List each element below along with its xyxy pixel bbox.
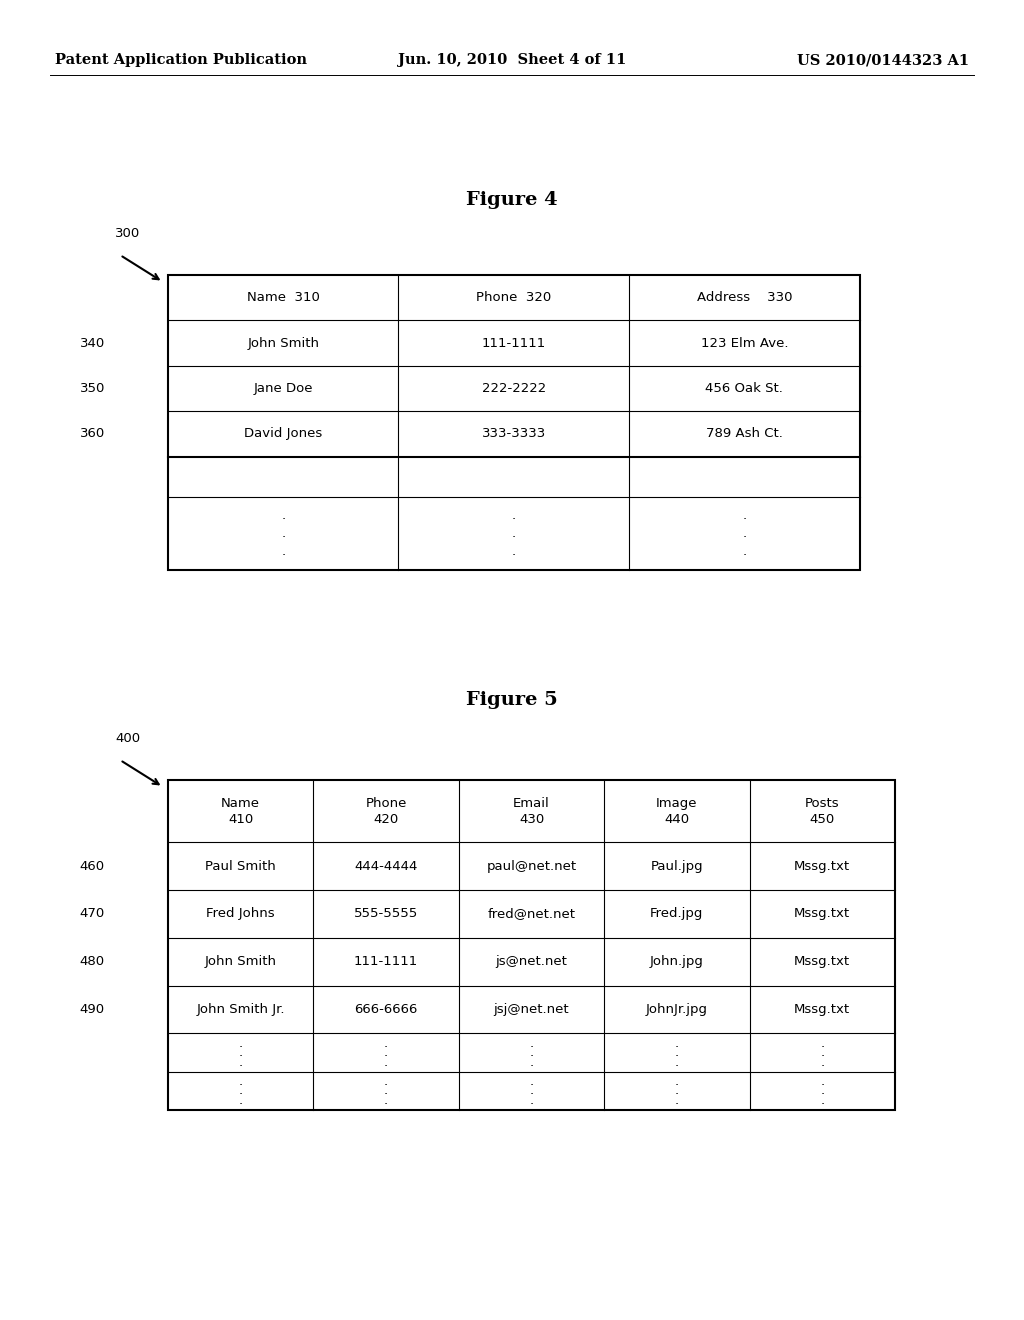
Text: Figure 5: Figure 5 <box>466 690 558 709</box>
Text: .: . <box>820 1074 824 1088</box>
Text: 300: 300 <box>115 227 140 240</box>
Text: .: . <box>529 1084 534 1097</box>
Text: .: . <box>239 1084 243 1097</box>
Text: US 2010/0144323 A1: US 2010/0144323 A1 <box>797 53 969 67</box>
Text: .: . <box>239 1094 243 1107</box>
Text: Name
410: Name 410 <box>221 796 260 825</box>
Text: .: . <box>820 1084 824 1097</box>
Text: David Jones: David Jones <box>244 428 323 441</box>
Text: Name  310: Name 310 <box>247 292 319 304</box>
Text: 333-3333: 333-3333 <box>481 428 546 441</box>
Text: 123 Elm Ave.: 123 Elm Ave. <box>700 337 788 350</box>
Text: Mssg.txt: Mssg.txt <box>795 956 850 969</box>
Text: John Smith Jr.: John Smith Jr. <box>197 1003 285 1016</box>
Text: .: . <box>820 1094 824 1107</box>
Text: .: . <box>820 1036 824 1049</box>
Text: .: . <box>239 1056 243 1069</box>
Text: .: . <box>742 510 746 521</box>
Text: .: . <box>820 1056 824 1069</box>
Text: Paul.jpg: Paul.jpg <box>650 859 703 873</box>
Text: 460: 460 <box>80 859 105 873</box>
Text: 111-1111: 111-1111 <box>354 956 418 969</box>
Text: .: . <box>529 1074 534 1088</box>
Text: .: . <box>512 545 516 558</box>
Text: .: . <box>384 1056 388 1069</box>
Text: 470: 470 <box>80 907 105 920</box>
Text: Paul Smith: Paul Smith <box>206 859 276 873</box>
Text: Fred Johns: Fred Johns <box>207 907 275 920</box>
Text: John.jpg: John.jpg <box>650 956 703 969</box>
Text: 400: 400 <box>115 733 140 744</box>
Text: js@net.net: js@net.net <box>496 956 567 969</box>
Text: .: . <box>239 1036 243 1049</box>
Text: 666-6666: 666-6666 <box>354 1003 418 1016</box>
Text: Mssg.txt: Mssg.txt <box>795 1003 850 1016</box>
Text: John Smith: John Smith <box>247 337 319 350</box>
Text: .: . <box>282 527 286 540</box>
Text: Phone
420: Phone 420 <box>366 796 407 825</box>
Text: Patent Application Publication: Patent Application Publication <box>55 53 307 67</box>
Text: JohnJr.jpg: JohnJr.jpg <box>646 1003 708 1016</box>
Text: 555-5555: 555-5555 <box>354 907 418 920</box>
Text: 340: 340 <box>80 337 105 350</box>
Text: 111-1111: 111-1111 <box>481 337 546 350</box>
Text: fred@net.net: fred@net.net <box>487 907 575 920</box>
Text: .: . <box>820 1047 824 1059</box>
Text: .: . <box>239 1047 243 1059</box>
Text: 490: 490 <box>80 1003 105 1016</box>
Text: Fred.jpg: Fred.jpg <box>650 907 703 920</box>
Text: Mssg.txt: Mssg.txt <box>795 859 850 873</box>
Text: 444-4444: 444-4444 <box>354 859 418 873</box>
Text: 480: 480 <box>80 956 105 969</box>
Text: .: . <box>384 1094 388 1107</box>
Text: .: . <box>529 1056 534 1069</box>
Bar <box>168 780 895 1110</box>
Text: .: . <box>742 527 746 540</box>
Text: .: . <box>512 510 516 521</box>
Text: .: . <box>529 1036 534 1049</box>
Text: Phone  320: Phone 320 <box>476 292 551 304</box>
Text: .: . <box>675 1084 679 1097</box>
Text: 222-2222: 222-2222 <box>481 381 546 395</box>
Text: 789 Ash Ct.: 789 Ash Ct. <box>706 428 783 441</box>
Text: .: . <box>675 1074 679 1088</box>
Text: 350: 350 <box>80 381 105 395</box>
Text: Mssg.txt: Mssg.txt <box>795 907 850 920</box>
Text: 360: 360 <box>80 428 105 441</box>
Text: jsj@net.net: jsj@net.net <box>494 1003 569 1016</box>
Text: .: . <box>529 1094 534 1107</box>
Text: Jun. 10, 2010  Sheet 4 of 11: Jun. 10, 2010 Sheet 4 of 11 <box>397 53 627 67</box>
Text: .: . <box>742 545 746 558</box>
Text: Address    330: Address 330 <box>696 292 793 304</box>
Text: Jane Doe: Jane Doe <box>254 381 313 395</box>
Text: .: . <box>384 1036 388 1049</box>
Text: .: . <box>512 527 516 540</box>
Text: Figure 4: Figure 4 <box>466 191 558 209</box>
Text: .: . <box>675 1094 679 1107</box>
Text: .: . <box>239 1074 243 1088</box>
Text: .: . <box>384 1084 388 1097</box>
Text: .: . <box>384 1074 388 1088</box>
Text: .: . <box>282 545 286 558</box>
Bar <box>168 275 860 570</box>
Text: .: . <box>675 1036 679 1049</box>
Text: Image
440: Image 440 <box>656 796 697 825</box>
Text: Email
430: Email 430 <box>513 796 550 825</box>
Text: Posts
450: Posts 450 <box>805 796 840 825</box>
Text: paul@net.net: paul@net.net <box>486 859 577 873</box>
Text: .: . <box>529 1047 534 1059</box>
Text: .: . <box>282 510 286 521</box>
Text: .: . <box>675 1056 679 1069</box>
Text: .: . <box>675 1047 679 1059</box>
Text: .: . <box>384 1047 388 1059</box>
Text: John Smith: John Smith <box>205 956 276 969</box>
Text: 456 Oak St.: 456 Oak St. <box>706 381 783 395</box>
